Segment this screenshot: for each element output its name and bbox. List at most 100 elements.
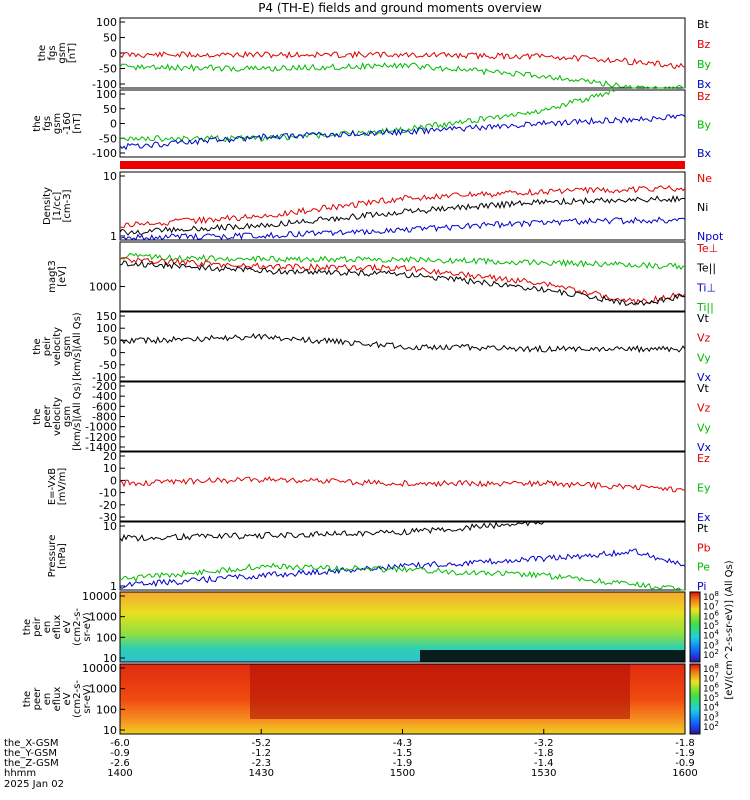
colorbar-tick-exponent: 6 xyxy=(714,681,719,689)
xaxis-row-label: the_Y-GSM xyxy=(4,748,57,759)
y-tick-label: 10 xyxy=(103,724,117,737)
y-tick-label: 10 xyxy=(103,520,117,533)
x-tick-gsm-y: -1.2 xyxy=(251,748,271,759)
series-density-ni xyxy=(119,194,686,236)
legend-entry-ey: Ey xyxy=(697,482,711,495)
spectrogram-dark-band xyxy=(420,650,685,662)
y-tick-label: 10000 xyxy=(82,590,117,603)
y-tick-label: 0 xyxy=(110,47,117,60)
y-tick-label: -100 xyxy=(92,78,117,91)
y-axis-label-line: the xyxy=(22,691,33,707)
x-tick-gsm-z: -1.4 xyxy=(534,758,554,769)
colorbar-tick-exponent: 8 xyxy=(714,662,718,670)
colorbar-tick-exponent: 7 xyxy=(714,600,718,608)
panel-frame xyxy=(119,591,686,663)
panel-frame xyxy=(119,521,686,591)
colorbar-label: [eV/(cm^2-s-sr-eV)] (All Qs) xyxy=(724,560,735,699)
y-tick-label: -10 xyxy=(99,487,117,500)
legend-entry-ti||: Ti|| xyxy=(696,301,714,314)
series-fgs_gsm-by xyxy=(119,61,685,89)
colorbar-tick-exponent: 5 xyxy=(714,619,718,627)
panel-density: 10 1 Density[1/cc][cm-3] Ne Ni Npot xyxy=(42,170,724,243)
panel-frame xyxy=(119,89,686,158)
x-tick-gsm-z: -2.3 xyxy=(251,758,271,769)
xaxis-row-label: hhmm xyxy=(4,768,36,779)
panel-fgs_gsm_offset: 100 50 0-50 -100 thefgsgsm-160[nT] Bz By Bx xyxy=(32,88,712,160)
y-axis-label-line: [1/cc] xyxy=(52,192,63,221)
y-tick-label: 50 xyxy=(103,32,117,45)
series-fgs_gsm_offset-by xyxy=(119,89,615,143)
y-tick-label: 100 xyxy=(96,88,117,101)
y-axis-label-line: peir xyxy=(42,336,53,356)
y-axis-label-line: the xyxy=(32,338,43,354)
x-tick-gsm-x: -3.2 xyxy=(534,738,554,749)
y-tick-label: 1000 xyxy=(89,611,117,624)
panel-pressure: 10 1 Pressure[nPa] Pt Pb Pe Pi xyxy=(47,520,711,593)
xaxis-row-label: 2025 Jan 02 xyxy=(4,779,64,790)
y-axis-label-line: fgs xyxy=(47,45,58,60)
legend-entry-bt: Bt xyxy=(697,18,710,31)
y-axis-label-line: peir xyxy=(32,616,43,636)
x-tick-gsm-x: -5.2 xyxy=(251,738,271,749)
y-axis-label-line: (cm2-s- xyxy=(72,680,83,718)
y-axis-label-line: (cm2-s- xyxy=(72,608,83,646)
x-tick-hhmm: 1530 xyxy=(531,768,556,779)
legend-entry-by: By xyxy=(697,58,712,71)
x-tick-hhmm: 1500 xyxy=(390,768,415,779)
y-axis-label-line: eV xyxy=(62,620,73,633)
colorbar-lower xyxy=(689,663,701,735)
x-tick-gsm-y: -1.8 xyxy=(534,748,554,759)
legend-entry-by: By xyxy=(697,119,712,132)
legend-entry-pi: Pi xyxy=(697,580,706,593)
y-axis-label-line: sr-eV) xyxy=(82,684,93,713)
y-axis-label: thefgsgsm[nT] xyxy=(37,42,78,63)
y-tick-label: -50 xyxy=(99,132,117,145)
colorbar-tick-exponent: 2 xyxy=(714,648,718,656)
y-tick-label: 100 xyxy=(96,631,117,644)
separator-band xyxy=(120,161,685,169)
y-axis-label-line: the xyxy=(37,45,48,61)
y-tick-label: 100 xyxy=(96,703,117,716)
colorbar-upper xyxy=(689,591,701,663)
y-tick-label: 1 xyxy=(110,230,117,243)
y-axis-label-line: gsm xyxy=(62,336,73,357)
y-tick-label: 1000 xyxy=(89,683,117,696)
colorbar-tick-exponent: 8 xyxy=(714,590,718,598)
y-tick-label: 0 xyxy=(110,118,117,131)
panel-peer_spec: 10000 1000 100 10 thepeerenefluxeV(cm2-s-sr-… xyxy=(22,662,686,737)
y-axis-label: thepeervelocitygsm[km/s](All Qs) xyxy=(32,382,83,450)
y-tick-label: 50 xyxy=(103,334,117,347)
legend-entry-ez: Ez xyxy=(697,452,710,465)
y-axis-label-line: peer xyxy=(42,404,53,428)
legend-entry-bx: Bx xyxy=(697,78,712,91)
series-fgs_gsm-bz xyxy=(119,50,686,70)
panels-group: 100500-50-100thefgsgsm[nT]BtBzByBx100500… xyxy=(22,16,724,737)
legend-entry-pt: Pt xyxy=(697,522,709,535)
y-tick-label: -800 xyxy=(92,411,117,424)
y-axis-label-line: en xyxy=(42,693,53,706)
y-tick-label: 100 xyxy=(96,16,117,29)
series-temperature-ti|| xyxy=(119,252,686,271)
panel-frame xyxy=(119,311,686,382)
y-tick-label: 150 xyxy=(96,310,117,323)
colorbar-tick-exponent: 2 xyxy=(714,720,718,728)
colorbar-tick-exponent: 4 xyxy=(714,629,719,637)
y-axis-label-line: [cm-3] xyxy=(62,189,73,222)
series-pressure-pi xyxy=(119,548,686,589)
y-axis-label-line: -160 xyxy=(62,112,73,135)
y-tick-label: -200 xyxy=(92,380,117,393)
x-tick-gsm-y: -1.5 xyxy=(393,748,413,759)
y-axis-label: thefgsgsm-160[nT] xyxy=(32,112,83,135)
y-axis-label-line: [nT] xyxy=(72,113,83,133)
x-tick-gsm-x: -4.3 xyxy=(393,738,413,749)
panel-peir_spec: 10000 1000 100 10 thepeirenefluxeV(cm2-s-sr-… xyxy=(22,590,686,665)
y-axis-label: Density[1/cc][cm-3] xyxy=(42,187,73,225)
spectrogram-dark-band xyxy=(250,664,630,719)
y-tick-label: 50 xyxy=(103,103,117,116)
series-peir_velocity-vt xyxy=(119,332,686,354)
y-tick-label: -50 xyxy=(99,359,117,372)
y-axis-label: magt3[eV] xyxy=(47,260,68,293)
